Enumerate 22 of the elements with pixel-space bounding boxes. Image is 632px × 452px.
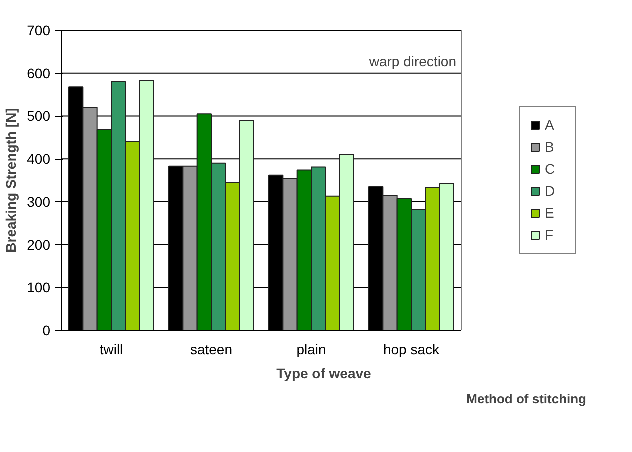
y-tick-label: 0 <box>42 322 51 338</box>
x-axis-title: Type of weave <box>276 366 372 382</box>
x-tick-label: plain <box>296 342 326 358</box>
legend-label: D <box>545 183 556 199</box>
y-tick-label: 300 <box>27 194 51 210</box>
y-tick-label: 200 <box>27 236 51 253</box>
y-tick-label: 400 <box>27 151 51 168</box>
legend-label: B <box>545 139 556 155</box>
legend-label: C <box>545 161 556 177</box>
legend-label: F <box>545 227 555 243</box>
x-tick-label: hop sack <box>383 342 441 358</box>
legend-title: Method of stitching <box>466 392 587 406</box>
y-axis-title: Breaking Strength [N] <box>3 108 20 253</box>
legend-label: E <box>545 205 556 221</box>
x-tick-label: twill <box>100 342 124 358</box>
y-tick-label: 500 <box>27 108 51 124</box>
x-tick-label: sateen <box>190 342 233 358</box>
y-tick-label: 700 <box>27 22 51 38</box>
y-tick-label: 100 <box>27 280 51 296</box>
annotation: warp direction <box>368 53 457 70</box>
legend-label: A <box>545 117 556 133</box>
y-tick-label: 600 <box>27 65 51 82</box>
